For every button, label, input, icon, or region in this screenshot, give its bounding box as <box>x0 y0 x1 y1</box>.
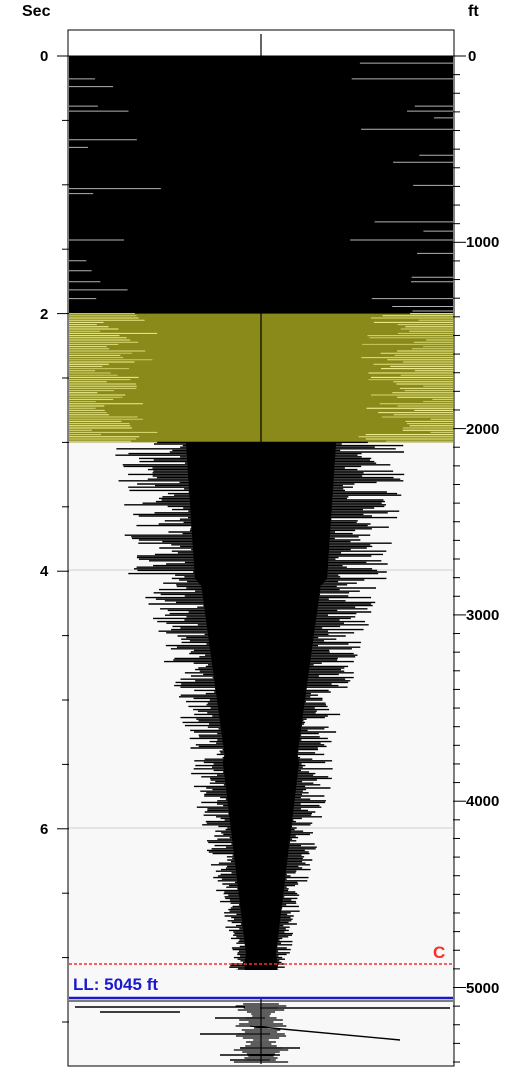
upper-zone-streaks <box>69 62 453 312</box>
right-axis: 0 1000 2000 3000 4000 5000 <box>453 48 499 1063</box>
right-tick-label-1000: 1000 <box>466 234 499 251</box>
right-tick-label-2000: 2000 <box>466 421 499 438</box>
right-tick-label-5000: 5000 <box>466 980 499 997</box>
left-tick-label-4: 4 <box>40 563 49 580</box>
right-tick-label-4000: 4000 <box>466 793 499 810</box>
right-axis-title: ft <box>468 3 479 20</box>
ll-label-background <box>69 970 453 998</box>
trace-sample <box>249 1025 401 1041</box>
highlight-band-streaks <box>69 313 453 442</box>
left-tick-label-2: 2 <box>40 306 48 323</box>
left-axis-title: Sec <box>22 3 51 20</box>
left-tick-label-6: 6 <box>40 821 48 838</box>
left-tick-label-0: 0 <box>40 48 48 65</box>
right-tick-label-0: 0 <box>468 48 476 65</box>
left-axis: 0 2 4 6 <box>40 48 69 1023</box>
c-reference-label: C <box>433 943 445 962</box>
right-tick-label-3000: 3000 <box>466 607 499 624</box>
ll-reference-label: LL: 5045 ft <box>73 975 158 994</box>
